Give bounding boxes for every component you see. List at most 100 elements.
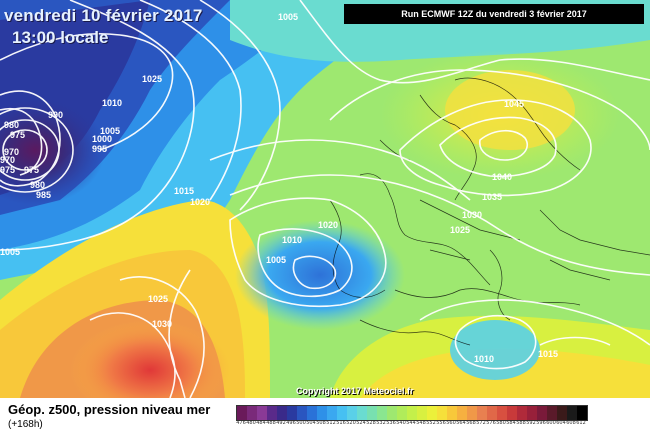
- isobar-label: 1030: [462, 210, 482, 220]
- color-scale-swatch: [467, 406, 477, 420]
- color-scale-tick: 584: [506, 420, 516, 426]
- isobar-label: 975: [0, 165, 15, 175]
- color-scale-swatch: [377, 406, 387, 420]
- color-scale-swatch: [417, 406, 427, 420]
- color-scale-tick: 548: [416, 420, 426, 426]
- color-scale-swatch: [557, 406, 567, 420]
- iberian-low: [235, 220, 405, 330]
- color-scale-swatch: [297, 406, 307, 420]
- mediterranean-low: [450, 320, 540, 380]
- color-scale-tick: 600: [546, 420, 556, 426]
- color-scale-swatch: [407, 406, 417, 420]
- isobar-label: 1005: [0, 247, 20, 257]
- color-scale-tick: 524: [356, 420, 366, 426]
- isobar-label: 1035: [482, 192, 502, 202]
- color-scale-tick: 532: [376, 420, 386, 426]
- isobar-label: 1010: [474, 354, 494, 364]
- color-scale-tick: 580: [496, 420, 506, 426]
- color-scale-tick: 560: [446, 420, 456, 426]
- azores-high: [70, 320, 230, 398]
- isobar-label: 1005: [266, 255, 286, 265]
- isobar-label: 1010: [102, 98, 122, 108]
- color-scale-swatch: [277, 406, 287, 420]
- isobar-label: 970: [0, 155, 15, 165]
- color-scale-swatch: [437, 406, 447, 420]
- color-scale: [236, 405, 588, 421]
- isobar-label: 1025: [450, 225, 470, 235]
- isobar-label: 1025: [148, 294, 168, 304]
- isobar-label: 995: [92, 144, 107, 154]
- color-scale-tick: 588: [516, 420, 526, 426]
- color-scale-swatch: [397, 406, 407, 420]
- isobar-label-group: 1005 1025 1010 990 980 975 970 975 1000 …: [0, 12, 558, 364]
- color-scale-tick: 596: [536, 420, 546, 426]
- color-scale-tick: 500: [296, 420, 306, 426]
- color-scale-swatch: [257, 406, 267, 420]
- color-scale-tick: 552: [426, 420, 436, 426]
- color-scale-swatch: [367, 406, 377, 420]
- color-scale-swatch: [477, 406, 487, 420]
- color-scale-tick: 536: [386, 420, 396, 426]
- isobar-label: 975: [24, 165, 39, 175]
- color-scale-swatch: [577, 406, 587, 420]
- isobar-label: 1020: [190, 197, 210, 207]
- color-scale-tick: 568: [466, 420, 476, 426]
- isobar-label: 1005: [278, 12, 298, 22]
- color-scale-tick: 544: [406, 420, 416, 426]
- isobar-label: 1025: [142, 74, 162, 84]
- color-scale-swatch: [327, 406, 337, 420]
- color-scale-swatch: [287, 406, 297, 420]
- run-info: Run ECMWF 12Z du vendredi 3 février 2017: [344, 4, 644, 24]
- forecast-range: (+168h): [8, 419, 43, 430]
- color-scale-swatch: [267, 406, 277, 420]
- color-scale-tick: 504: [306, 420, 316, 426]
- color-scale-swatch: [487, 406, 497, 420]
- color-scale-tick: 496: [286, 420, 296, 426]
- color-scale-swatch: [547, 406, 557, 420]
- atlantic-low: [0, 95, 105, 205]
- color-scale-swatch: [457, 406, 467, 420]
- isobar-label: 1030: [152, 319, 172, 329]
- color-scale-tick: 508: [316, 420, 326, 426]
- color-scale-tick: 528: [366, 420, 376, 426]
- color-scale-tick: 516: [336, 420, 346, 426]
- copyright: Copyright 2017 Meteociel.fr: [296, 386, 414, 396]
- isobar-label: 975: [10, 130, 25, 140]
- color-scale-swatch: [387, 406, 397, 420]
- color-scale-tick: 484: [256, 420, 266, 426]
- forecast-time: 13:00 locale: [12, 28, 109, 47]
- isobar-label: 1040: [492, 172, 512, 182]
- map-title: Géop. z500, pression niveau mer: [8, 402, 211, 417]
- isobar-label: 990: [48, 110, 63, 120]
- color-scale-tick: 592: [526, 420, 536, 426]
- color-scale-tick: 520: [346, 420, 356, 426]
- color-scale-swatch: [347, 406, 357, 420]
- color-scale-ticks: 476 480 484 488 492 496 500 504 508 512 516 520 524 5…: [236, 420, 586, 426]
- color-scale-swatch: [427, 406, 437, 420]
- isobar-label: 1005: [100, 126, 120, 136]
- isobar-label: 980: [30, 180, 45, 190]
- color-scale-swatch: [447, 406, 457, 420]
- color-scale-tick: 604: [556, 420, 566, 426]
- color-scale-tick: 612: [576, 420, 586, 426]
- isobar-label: 985: [36, 190, 51, 200]
- color-scale-swatch: [357, 406, 367, 420]
- isobar-label: 1000: [92, 134, 112, 144]
- color-scale-tick: 480: [246, 420, 256, 426]
- color-scale-swatch: [317, 406, 327, 420]
- isobar-label: 1020: [318, 220, 338, 230]
- isobar-label: 1015: [174, 186, 194, 196]
- color-scale-swatch: [537, 406, 547, 420]
- color-scale-swatch: [567, 406, 577, 420]
- color-scale-swatch: [237, 406, 247, 420]
- color-scale-tick: 492: [276, 420, 286, 426]
- isobar-label: 970: [4, 147, 19, 157]
- color-scale-tick: 576: [486, 420, 496, 426]
- isobar-label: 1045: [504, 99, 524, 109]
- color-scale-swatch: [337, 406, 347, 420]
- color-scale-swatch: [307, 406, 317, 420]
- color-scale-tick: 476: [236, 420, 246, 426]
- isobar-label: 1015: [538, 349, 558, 359]
- color-scale-tick: 572: [476, 420, 486, 426]
